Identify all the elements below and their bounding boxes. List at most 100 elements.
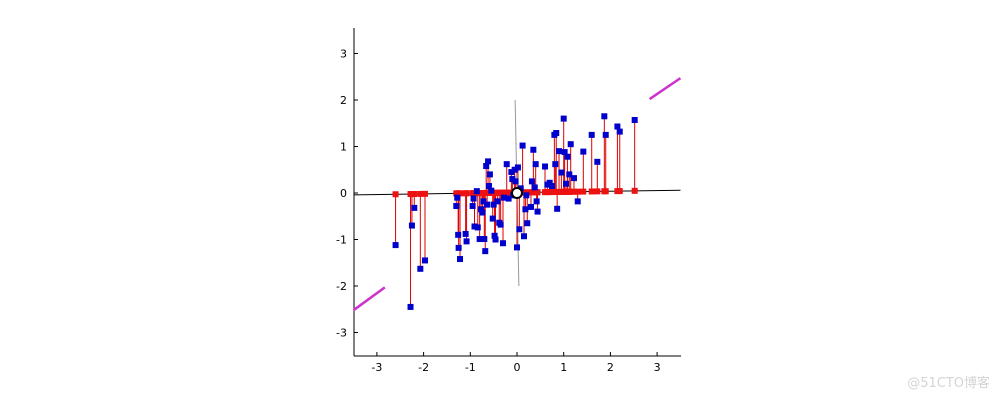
data-point xyxy=(417,265,424,272)
projected-point xyxy=(457,190,464,197)
data-point xyxy=(574,198,581,205)
data-point xyxy=(542,163,549,170)
data-point xyxy=(602,131,609,138)
data-point xyxy=(522,206,529,213)
data-point xyxy=(523,192,530,199)
data-point xyxy=(483,163,490,170)
data-point xyxy=(474,224,481,231)
data-point xyxy=(484,201,491,208)
data-point xyxy=(485,158,492,165)
data-point xyxy=(570,175,577,182)
data-point xyxy=(553,130,560,137)
axes: -3 -2 -1 0 1 2 3 -3 -2 -1 0 1 2 3 xyxy=(336,28,681,374)
data-point xyxy=(485,183,492,190)
data-point xyxy=(514,164,521,171)
data-point xyxy=(534,208,541,215)
y-ticks: -3 -2 -1 0 1 2 3 xyxy=(336,48,358,340)
projected-point xyxy=(594,188,601,195)
data-point xyxy=(519,142,526,149)
data-point xyxy=(530,146,537,153)
data-point xyxy=(560,115,567,122)
data-point xyxy=(594,158,601,165)
data-point xyxy=(455,231,462,238)
data-point xyxy=(499,240,506,247)
data-point xyxy=(532,161,539,168)
data-point xyxy=(490,201,497,208)
fit-line-segments xyxy=(352,77,682,312)
fit-line-segment xyxy=(352,286,386,312)
data-point xyxy=(512,178,519,185)
data-point xyxy=(411,204,418,211)
data-point xyxy=(481,236,488,243)
data-point xyxy=(552,161,559,168)
data-point xyxy=(407,303,414,310)
data-point xyxy=(531,184,538,191)
x-tick-label: 3 xyxy=(654,361,661,374)
projected-point xyxy=(616,188,623,195)
data-point xyxy=(462,230,469,237)
data-point xyxy=(505,195,512,202)
data-point xyxy=(508,169,515,176)
mean-point-marker xyxy=(511,187,523,199)
y-tick-label: 0 xyxy=(340,187,347,200)
data-point xyxy=(497,221,504,228)
projected-point xyxy=(602,188,609,195)
data-point xyxy=(422,257,429,264)
data-point xyxy=(601,113,608,120)
data-point xyxy=(488,187,495,194)
data-point xyxy=(471,223,478,230)
data-point xyxy=(489,215,496,222)
data-point xyxy=(524,220,531,227)
data-point xyxy=(554,205,561,212)
data-point xyxy=(528,178,535,185)
x-ticks: -3 -2 -1 0 1 2 3 xyxy=(371,352,661,374)
data-point xyxy=(521,233,528,240)
data-point xyxy=(509,176,516,183)
data-point xyxy=(558,169,565,176)
fit-line-segment xyxy=(648,77,682,101)
data-point xyxy=(469,203,476,210)
data-point xyxy=(516,226,523,233)
data-point xyxy=(480,198,487,205)
projected-point xyxy=(570,188,577,195)
data-point xyxy=(588,131,595,138)
data-point xyxy=(563,180,570,187)
data-point xyxy=(491,232,498,239)
projected-point xyxy=(422,190,429,197)
projected-point xyxy=(567,188,574,195)
y-tick-label: -3 xyxy=(336,327,347,340)
data-point xyxy=(631,116,638,123)
y-tick-label: 3 xyxy=(340,48,347,61)
data-point xyxy=(567,141,574,148)
data-point xyxy=(408,222,415,229)
data-point xyxy=(453,203,460,210)
projected-point xyxy=(463,190,470,197)
data-point xyxy=(561,149,568,156)
x-tick-label: -2 xyxy=(418,361,429,374)
data-point xyxy=(486,171,493,178)
data-point xyxy=(580,148,587,155)
projected-point xyxy=(534,189,541,196)
projected-point xyxy=(574,188,581,195)
data-point xyxy=(566,171,573,178)
data-point xyxy=(546,179,553,186)
data-point xyxy=(473,188,480,195)
y-tick-label: -2 xyxy=(336,280,347,293)
x-tick-label: -1 xyxy=(465,361,476,374)
x-tick-label: 2 xyxy=(607,361,614,374)
y-tick-label: 1 xyxy=(340,141,347,154)
data-point xyxy=(457,256,464,263)
data-point xyxy=(533,198,540,205)
data-point xyxy=(482,248,489,255)
projected-point xyxy=(411,190,418,197)
data-point xyxy=(454,194,461,201)
data-point xyxy=(514,244,520,251)
x-tick-label: -3 xyxy=(371,361,382,374)
data-point xyxy=(492,236,499,243)
projected-point xyxy=(417,190,424,197)
data-point xyxy=(392,242,399,249)
watermark: @51CTO博客 xyxy=(907,376,990,391)
data-point xyxy=(476,236,483,243)
data-point xyxy=(478,206,485,213)
data-point xyxy=(556,148,563,155)
